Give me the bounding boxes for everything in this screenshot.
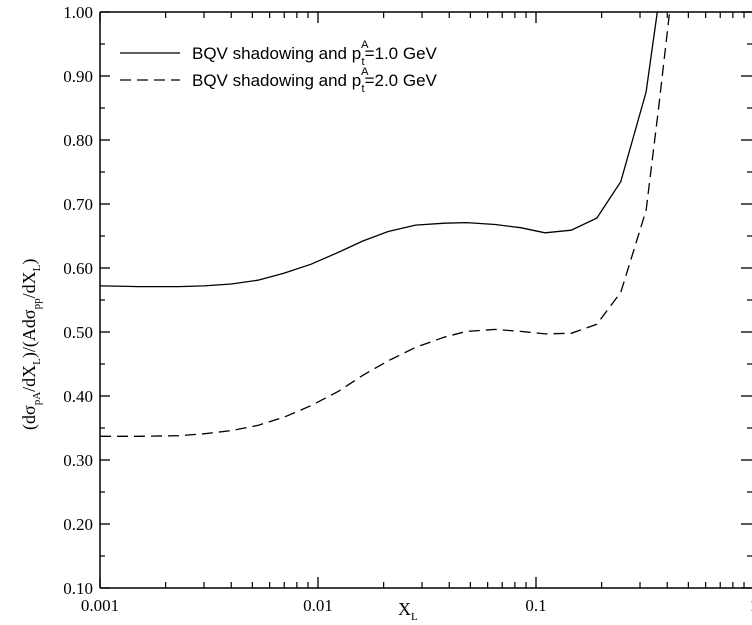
y-title-p3: )/(Adσ xyxy=(19,309,40,358)
legend-label-2: BQV shadowing and pA t=2.0 GeV xyxy=(192,66,438,95)
legend-1-post: =1.0 GeV xyxy=(365,44,438,63)
y-title-p5: ) xyxy=(19,259,40,265)
legend-2-sup: A xyxy=(361,66,369,78)
x-tick-label: 1 xyxy=(750,596,752,615)
legend-label-1: BQV shadowing and pA t=1.0 GeV xyxy=(192,39,438,68)
y-tick-label: 0.20 xyxy=(63,515,93,534)
legend: BQV shadowing and pA t=1.0 GeV BQV shadow… xyxy=(120,39,438,95)
x-axis-title: XL xyxy=(398,599,418,623)
x-axis-title-sub: L xyxy=(411,611,418,623)
y-title-p1: (dσ xyxy=(19,405,40,430)
series-line-1 xyxy=(99,11,658,288)
legend-1-sub: t xyxy=(362,56,365,68)
legend-2-pre: BQV shadowing and p xyxy=(192,71,361,90)
y-title-p4: /dX xyxy=(19,271,39,298)
x-axis-title-main: X xyxy=(398,599,411,619)
x-tick-label: 0.001 xyxy=(81,596,119,615)
y-tick-label: 0.80 xyxy=(63,131,93,150)
y-tick-label: 0.90 xyxy=(63,67,93,86)
y-title-s3: pp xyxy=(31,298,43,310)
y-tick-label: 0.10 xyxy=(63,579,93,598)
y-tick-label: 0.30 xyxy=(63,451,93,470)
y-tick-label: 0.70 xyxy=(63,195,93,214)
legend-2-sub: t xyxy=(362,83,365,95)
y-tick-label: 0.40 xyxy=(63,387,93,406)
y-title-p2: /dX xyxy=(19,365,39,392)
y-tick-label: 0.50 xyxy=(63,323,93,342)
legend-2-post: =2.0 GeV xyxy=(365,71,438,90)
y-title-s4: L xyxy=(31,264,43,271)
series-line-2 xyxy=(100,11,671,437)
axes xyxy=(99,11,752,589)
legend-1-sup: A xyxy=(361,39,369,51)
y-tick-label: 1.00 xyxy=(63,3,93,22)
y-title-s2: L xyxy=(31,358,43,365)
y-axis-title: (dσpA/dXL)/(Adσpp/dXL) xyxy=(19,259,43,430)
y-tick-label: 0.60 xyxy=(63,259,93,278)
series-group xyxy=(99,11,671,437)
legend-1-pre: BQV shadowing and p xyxy=(192,44,361,63)
x-tick-label: 0.1 xyxy=(525,596,546,615)
ticks xyxy=(99,11,752,589)
x-tick-label: 0.01 xyxy=(303,596,333,615)
y-title-s1: pA xyxy=(31,392,43,406)
tick-labels: 0.10 0.20 0.30 0.40 0.50 0.60 0.70 0.80 0.90 1.00… xyxy=(63,3,752,615)
